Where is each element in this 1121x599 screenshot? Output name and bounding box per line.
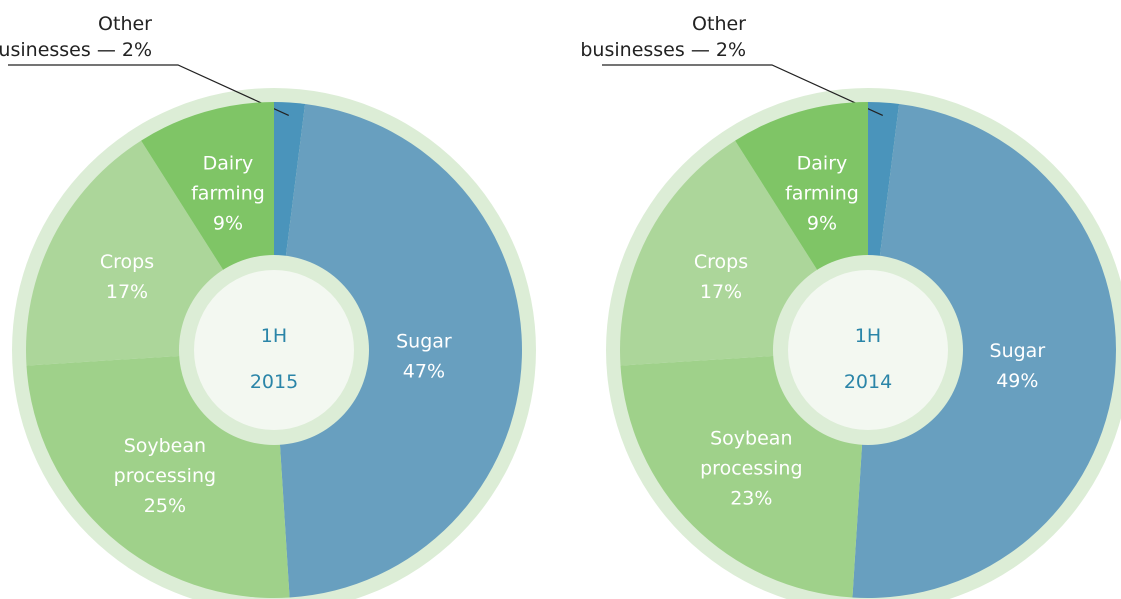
slice-name-line: processing <box>700 458 802 480</box>
slice-name: Dairy <box>203 153 254 175</box>
slice-value: 25% <box>144 495 186 517</box>
slice-value: 17% <box>106 281 148 303</box>
slice-value: 47% <box>403 361 445 383</box>
center-line: 1H <box>855 325 881 347</box>
center-line: 1H <box>261 325 287 347</box>
slice-name-line: processing <box>114 465 216 487</box>
slice-label: Soybean processing 25% <box>114 435 216 517</box>
slice-value: 23% <box>730 488 772 510</box>
slice-name-line: farming <box>785 183 859 205</box>
slice <box>274 103 522 598</box>
center-line: 2014 <box>844 371 892 393</box>
slice-label: Sugar 47% <box>396 331 452 383</box>
slice-label: Crops 17% <box>694 251 748 303</box>
slice <box>852 103 1116 598</box>
slice-name: Sugar <box>396 331 452 353</box>
slice-label: Soybean processing 23% <box>700 428 802 510</box>
slice-value: 17% <box>700 281 742 303</box>
center-disc <box>194 270 354 430</box>
slice-value: 49% <box>996 370 1038 392</box>
slice-name: Crops <box>100 251 154 273</box>
slice-value-label: businesses — 2% <box>580 39 746 61</box>
center-label: 1H 2014 <box>844 325 892 393</box>
slice-label: Crops 17% <box>100 251 154 303</box>
slice-name: Dairy <box>797 153 848 175</box>
slice-value-label: businesses — 2% <box>0 39 152 61</box>
slice-name: Crops <box>694 251 748 273</box>
slice-name: Soybean <box>710 428 792 450</box>
slice-name: Soybean <box>124 435 206 457</box>
slice-value: 9% <box>213 213 243 235</box>
slice-label: Sugar 49% <box>990 340 1046 392</box>
slice-value: — 2% <box>97 39 152 61</box>
slice-label: Dairy farming 9% <box>191 153 265 235</box>
leader-line <box>602 64 884 117</box>
leader-line <box>8 64 290 117</box>
center-label: 1H 2015 <box>250 325 298 393</box>
slice-name: Other <box>692 13 746 35</box>
slice-label: Dairy farming 9% <box>785 153 859 235</box>
slice-name-line: farming <box>191 183 265 205</box>
slice-label: Other <box>98 13 152 35</box>
slice-name: Sugar <box>990 340 1046 362</box>
center-disc <box>788 270 948 430</box>
slice-name: Other <box>98 13 152 35</box>
slice-value: — 2% <box>691 39 746 61</box>
center-line: 2015 <box>250 371 298 393</box>
slice-label: Other <box>692 13 746 35</box>
slice-value: 9% <box>807 213 837 235</box>
